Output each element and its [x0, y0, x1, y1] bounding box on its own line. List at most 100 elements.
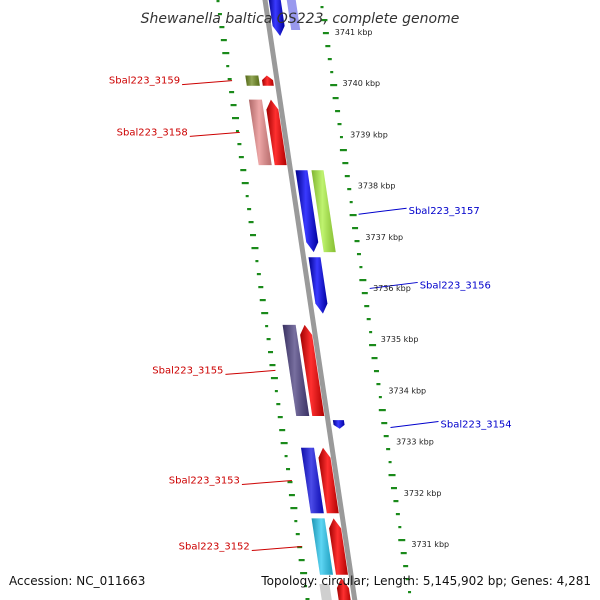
gene-track: [245, 0, 351, 600]
gene-cog-shade: [282, 324, 310, 416]
gc-dot: [248, 221, 254, 224]
gc-dot: [369, 344, 377, 347]
gc-dot: [265, 325, 269, 328]
gc-dot: [305, 598, 310, 600]
gene-arrow-sbal223_3159: [261, 75, 274, 86]
gc-dot: [258, 286, 264, 289]
leader-line: [390, 420, 439, 428]
gc-dot: [347, 188, 352, 191]
gene-cog-shade: [311, 170, 336, 253]
gc-dot: [261, 312, 269, 315]
gc-dot: [227, 78, 232, 81]
gc-dot: [330, 71, 334, 74]
gc-dot: [332, 97, 339, 100]
label-leaders: Sbal223_3159 Sbal223_3158 Sbal223_3157 Sbal…: [109, 76, 512, 553]
gc-dot: [247, 208, 252, 211]
gene-arrow-partial: [268, 0, 285, 36]
gc-dot: [381, 422, 388, 425]
gene-cog-shade: [311, 518, 334, 575]
gene-arrow-sbal223_3154: [332, 420, 345, 429]
gc-dot: [359, 266, 363, 269]
gc-dot: [294, 520, 298, 523]
kbp-tick-label: 3732 kbp: [404, 489, 442, 498]
gc-dot: [335, 110, 341, 113]
gc-dot: [371, 357, 378, 360]
gc-dot: [219, 26, 225, 29]
gc-dot: [232, 117, 240, 120]
gc-dot: [359, 279, 367, 282]
gc-dot: [276, 403, 281, 406]
gene-label-sbal223_3159: Sbal223_3159: [109, 76, 180, 87]
gc-dot: [241, 182, 249, 185]
gc-dot: [366, 318, 371, 321]
gc-dot: [339, 136, 343, 139]
gc-dot: [356, 253, 361, 256]
gc-dot: [220, 39, 227, 42]
gene-arrow-sbal223_3155: [300, 324, 325, 416]
gene-arrow-partial: [336, 578, 351, 600]
gc-dot: [395, 513, 400, 516]
gc-dot: [266, 338, 271, 341]
kbp-tick-label: 3739 kbp: [350, 130, 388, 139]
gc-dot: [383, 435, 389, 438]
gc-dot: [286, 468, 291, 471]
gc-dot: [304, 585, 308, 588]
gc-dot: [226, 65, 230, 68]
gc-dot: [330, 84, 338, 87]
gc-dot: [235, 130, 239, 133]
gc-dot: [274, 390, 278, 393]
leader-line: [358, 207, 407, 215]
gc-dot: [405, 578, 410, 581]
gc-dot: [288, 494, 295, 497]
gc-dot: [398, 539, 406, 542]
gene-cog-shade: [248, 99, 272, 166]
gc-dot: [237, 143, 242, 146]
gc-dot: [295, 533, 300, 536]
gene-arrow-sbal223_3157: [295, 170, 319, 253]
accession-text: Accession: NC_011663: [9, 574, 146, 588]
kbp-tick-label: 3738 kbp: [358, 182, 396, 191]
gc-dot: [222, 52, 230, 55]
gc-dot: [408, 591, 412, 594]
gc-dot: [393, 500, 399, 503]
gc-dot: [269, 364, 276, 367]
gc-dot: [300, 572, 308, 575]
kbp-tick-label: 3733 kbp: [396, 438, 434, 447]
gc-dot: [386, 448, 391, 451]
gc-dot: [298, 559, 305, 562]
gc-dot: [378, 396, 382, 399]
gene-cog-partial: [319, 584, 332, 600]
gene-label-sbal223_3156: Sbal223_3156: [420, 280, 491, 291]
gc-dot: [369, 331, 373, 334]
kbp-tick-label: 3741 kbp: [335, 28, 373, 37]
backbone-line: [262, 0, 358, 600]
gene-arrow-sbal223_3153: [318, 447, 339, 514]
gene-label-sbal223_3155: Sbal223_3155: [152, 365, 223, 376]
gc-dot: [279, 429, 286, 432]
gene-arrow-sbal223_3158: [266, 99, 287, 166]
gc-dot: [255, 260, 259, 263]
gc-dot: [277, 416, 283, 419]
leader-line: [241, 480, 292, 486]
gc-dot: [240, 169, 247, 172]
gc-dot: [245, 195, 249, 198]
gc-dot: [400, 552, 407, 555]
kbp-tick-label: 3734 kbp: [388, 386, 426, 395]
gc-dot: [388, 474, 396, 477]
gc-dot: [229, 91, 235, 94]
kbp-ruler: 3741 kbp 3740 kbp 3739 kbp 3738 kbp 3737 kbp…: [335, 28, 449, 549]
gc-dot: [217, 13, 222, 16]
gene-arrow-sbal223_3156: [308, 257, 328, 314]
gc-dot: [325, 45, 331, 48]
kbp-tick-label: 3740 kbp: [342, 79, 380, 88]
gc-dot: [268, 351, 274, 354]
gc-dot: [398, 526, 402, 529]
gc-dot: [388, 461, 392, 464]
gc-dot: [238, 156, 244, 159]
gc-dot: [373, 370, 379, 373]
gc-dot: [280, 442, 288, 445]
gc-dot: [349, 201, 353, 204]
gene-label-sbal223_3154: Sbal223_3154: [441, 419, 512, 430]
gc-dot: [354, 240, 360, 243]
